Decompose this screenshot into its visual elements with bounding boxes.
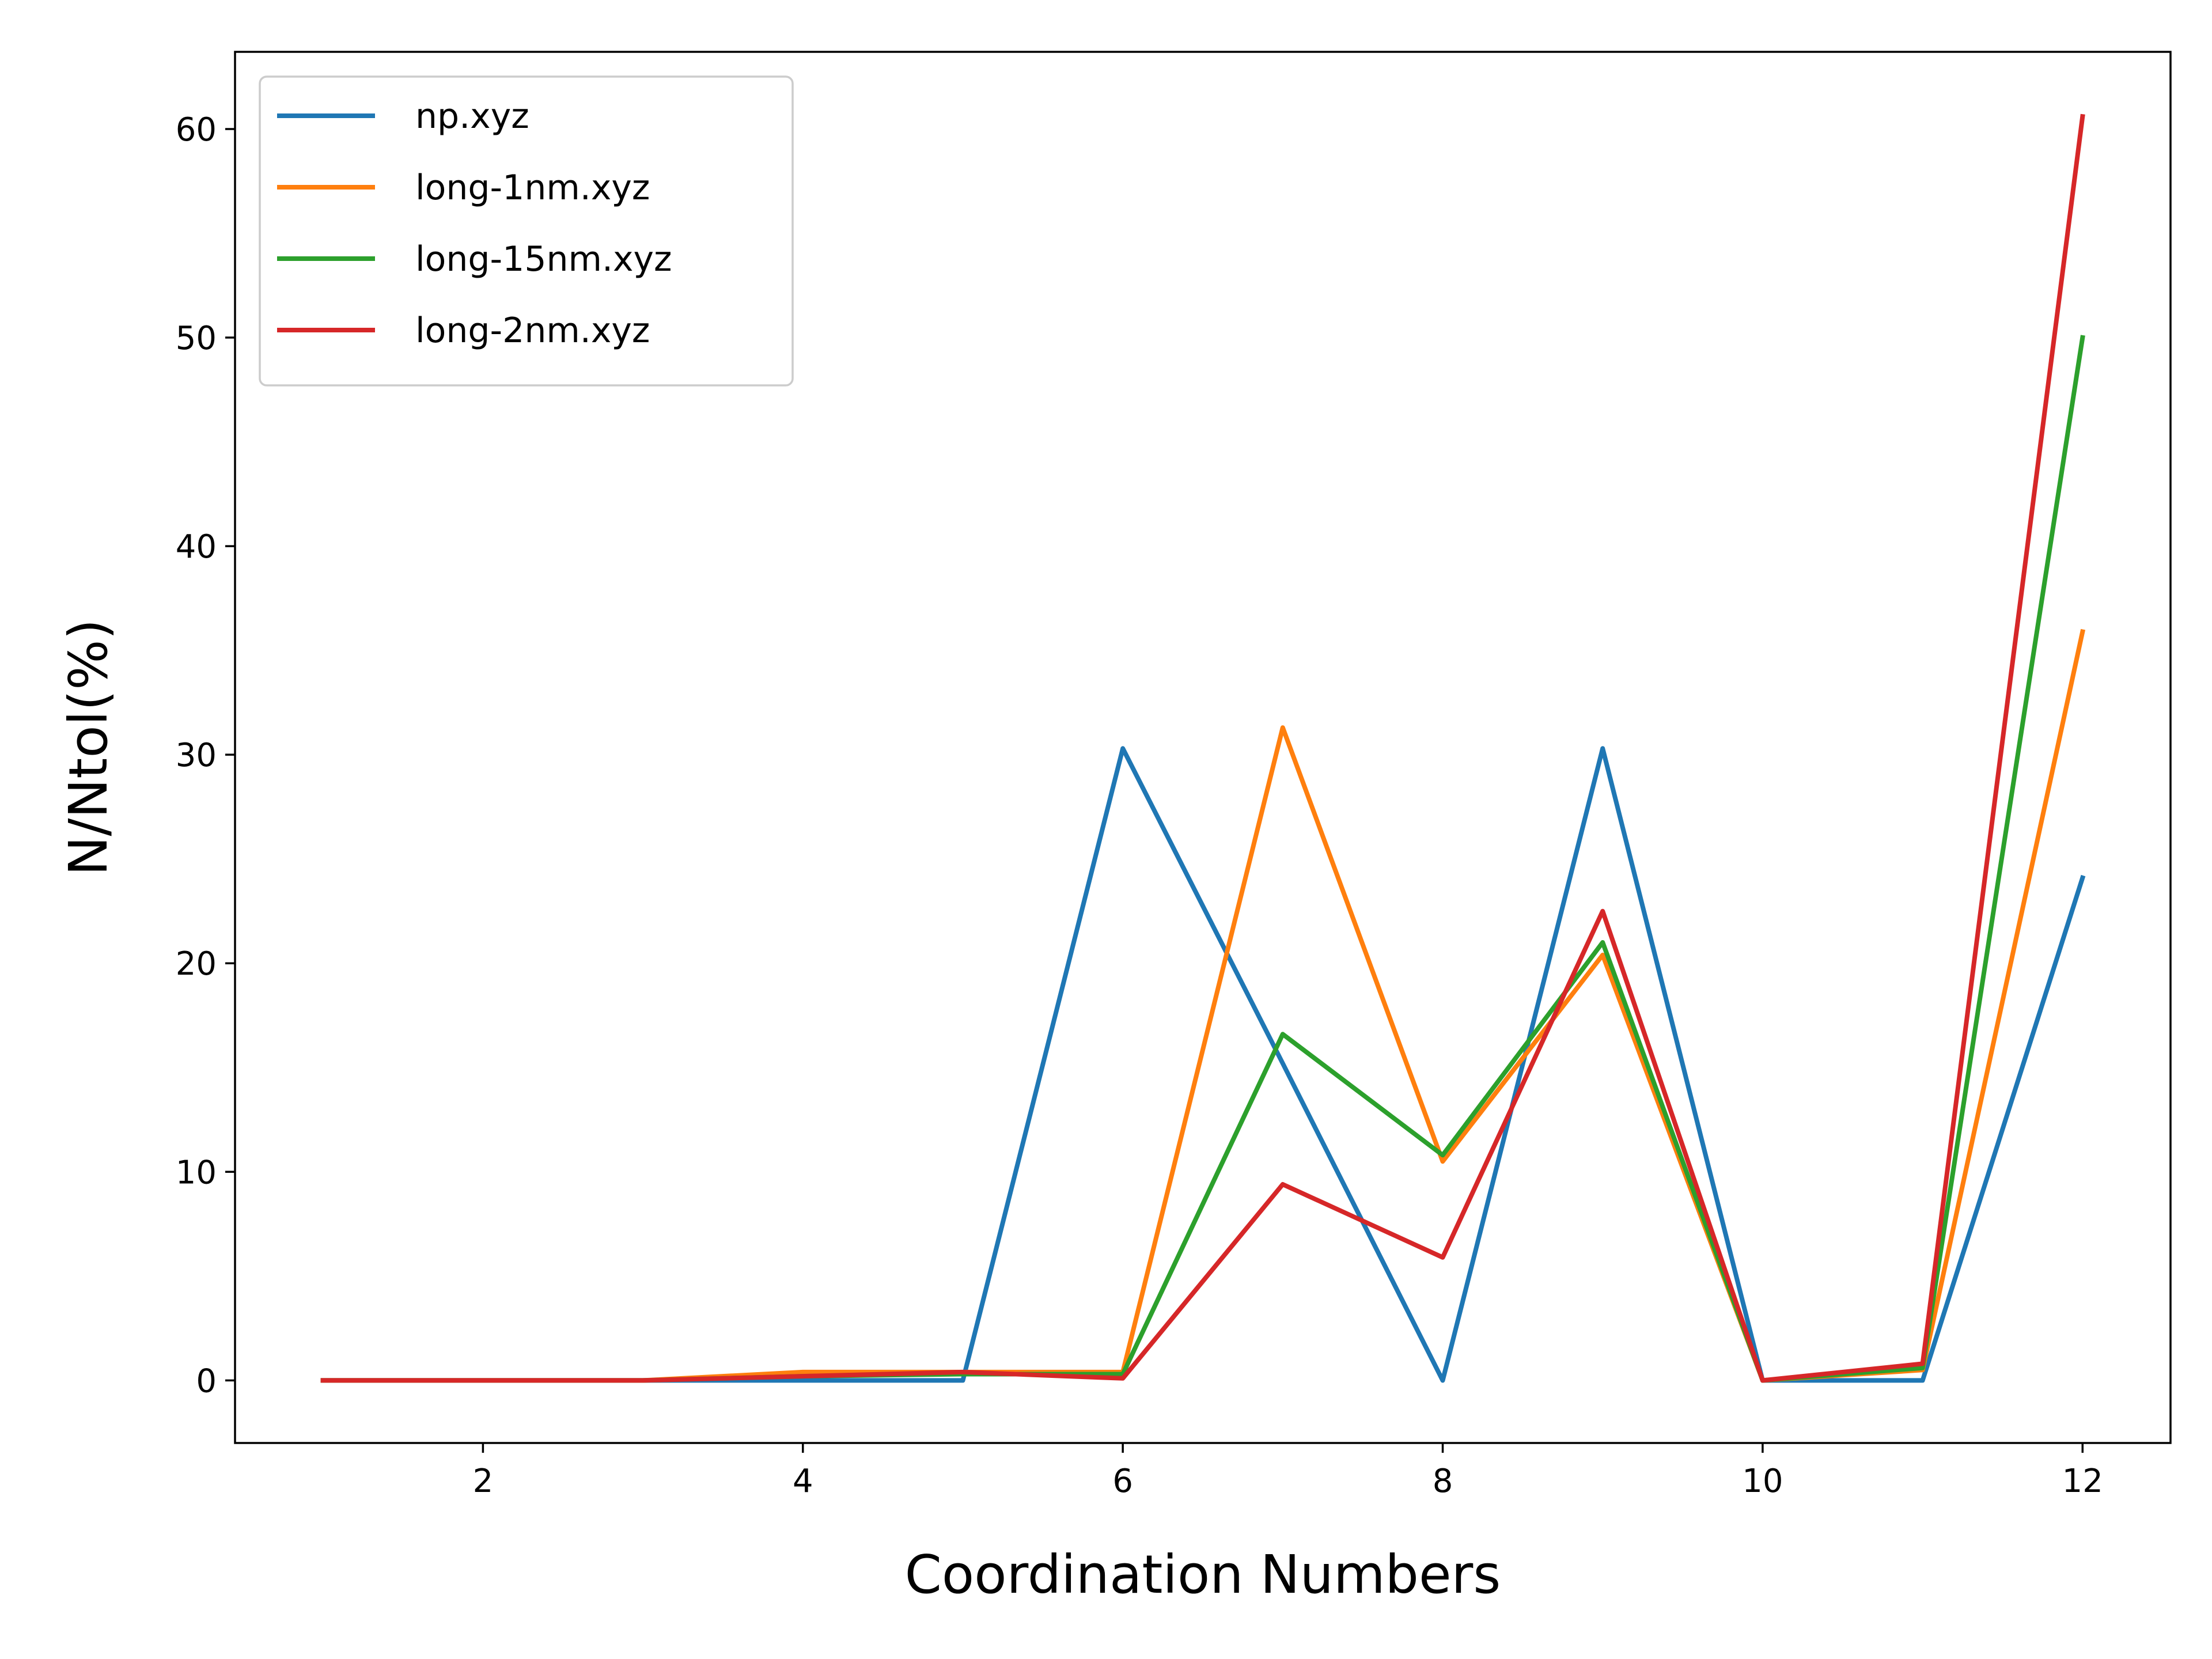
x-tick-label: 4	[793, 1463, 813, 1500]
series-line-4	[320, 113, 2085, 1383]
legend-label-3: long-15nm.xyz	[415, 239, 672, 279]
x-tick-label: 8	[1433, 1463, 1453, 1500]
y-tick-label: 30	[176, 737, 217, 774]
y-tick-label: 10	[176, 1154, 217, 1191]
legend-label-1: np.xyz	[415, 96, 529, 137]
x-tick-label: 10	[1742, 1463, 1783, 1500]
x-axis-ticks: 2 4 6 8 10 12	[473, 1443, 2103, 1500]
x-tick-label: 6	[1112, 1463, 1133, 1500]
x-tick-label: 12	[2062, 1463, 2103, 1500]
y-axis-label: N/Ntol(%)	[58, 619, 119, 876]
plot-area-frame	[234, 51, 2172, 1444]
x-axis-label: Coordination Numbers	[905, 1544, 1501, 1605]
y-tick-label: 60	[176, 111, 217, 149]
y-axis-ticks: 0 10 20 30 40 50 60	[176, 111, 235, 1400]
series-layer	[320, 113, 2086, 1383]
legend-label-4: long-2nm.xyz	[415, 310, 650, 351]
y-tick-label: 40	[176, 528, 217, 566]
y-tick-label: 0	[196, 1362, 217, 1400]
legend-label-2: long-1nm.xyz	[415, 168, 650, 208]
y-tick-label: 20	[176, 945, 217, 983]
legend: np.xyz long-1nm.xyz long-15nm.xyz long-2nm.…	[259, 75, 794, 387]
legend-box	[259, 75, 794, 387]
y-tick-label: 50	[176, 320, 217, 357]
x-tick-label: 2	[473, 1463, 494, 1500]
